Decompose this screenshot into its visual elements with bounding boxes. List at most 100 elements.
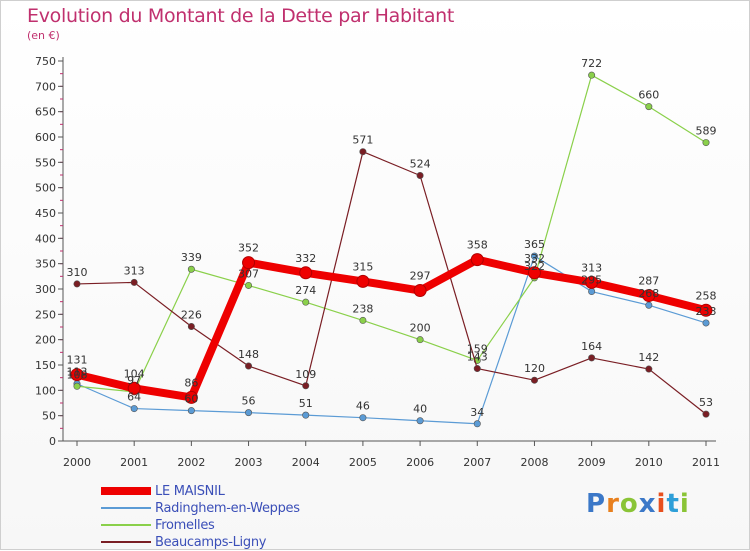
data-label: 332: [524, 252, 545, 265]
series-0: [70, 253, 713, 404]
data-label: 274: [295, 284, 316, 297]
x-tick-label: 2010: [635, 456, 663, 469]
x-tick-label: 2007: [463, 456, 491, 469]
data-label: 226: [181, 308, 202, 321]
series-1: [73, 252, 710, 428]
data-label: 109: [295, 368, 316, 381]
y-tick-label: 50: [42, 410, 56, 423]
series-line: [73, 255, 710, 402]
data-label: 46: [356, 400, 370, 413]
data-point: [245, 409, 253, 417]
data-point: [302, 411, 310, 419]
logo-letter: t: [666, 489, 680, 519]
y-tick-label: 200: [35, 334, 56, 347]
data-point: [359, 316, 367, 324]
series-3: [73, 148, 710, 418]
data-point: [73, 280, 81, 288]
data-point: [130, 405, 138, 413]
y-tick-label: 550: [35, 156, 56, 169]
y-tick-label: 650: [35, 106, 56, 119]
data-label: 322: [524, 260, 545, 273]
series-line: [76, 255, 707, 425]
data-point: [702, 139, 710, 147]
logo-letter: r: [606, 489, 620, 519]
x-tick-label: 2011: [692, 456, 720, 469]
y-tick-label: 0: [49, 435, 56, 448]
legend-item: Beaucamps-Ligny: [101, 534, 361, 551]
logo-letter: x: [638, 489, 657, 519]
data-label: 131: [67, 354, 88, 367]
y-tick-label: 500: [35, 182, 56, 195]
data-point: [473, 420, 481, 428]
data-point: [70, 368, 84, 382]
data-label: 120: [524, 362, 545, 375]
data-label: 310: [67, 266, 88, 279]
legend-label: Beaucamps-Ligny: [155, 535, 267, 550]
data-label: 34: [470, 406, 484, 419]
data-point: [359, 414, 367, 422]
series-line: [76, 74, 707, 393]
legend-swatch: [101, 524, 151, 526]
chart-subtitle: (en €): [27, 29, 60, 42]
data-label: 200: [410, 322, 431, 335]
x-tick-label: 2003: [235, 456, 263, 469]
data-point: [642, 289, 656, 303]
data-label: 56: [242, 395, 256, 408]
data-label: 315: [352, 260, 373, 273]
chart-legend: LE MAISNIL Radinghem-en-Weppes Fromelles Be…: [101, 483, 361, 551]
x-tick-label: 2009: [578, 456, 606, 469]
data-point: [413, 284, 427, 298]
logo-letter: i: [656, 489, 667, 519]
data-point: [245, 281, 253, 289]
y-tick-label: 300: [35, 283, 56, 296]
data-label: 164: [581, 340, 602, 353]
data-point: [359, 148, 367, 156]
data-label: 524: [410, 158, 431, 171]
logo-letter: i: [679, 489, 690, 519]
x-tick-label: 2001: [120, 456, 148, 469]
data-point: [530, 252, 538, 260]
data-label: 53: [699, 396, 713, 409]
logo-letter: P: [586, 489, 607, 519]
data-label: 571: [352, 134, 373, 147]
data-point: [416, 417, 424, 425]
data-point: [73, 382, 81, 390]
chart-title: Evolution du Montant de la Dette par Hab…: [27, 5, 455, 27]
data-point: [645, 365, 653, 373]
data-label: 40: [413, 403, 427, 416]
data-label: 233: [696, 305, 717, 318]
data-point: [356, 274, 370, 288]
data-label: 268: [638, 287, 659, 300]
data-label: 159: [467, 342, 488, 355]
data-point: [530, 376, 538, 384]
data-label: 258: [696, 289, 717, 302]
data-point: [470, 253, 484, 267]
series-line: [76, 151, 707, 415]
y-tick-label: 700: [35, 80, 56, 93]
series-layer: [70, 71, 713, 428]
data-label: 358: [467, 239, 488, 252]
proxiti-logo: Proxiti: [586, 489, 690, 519]
y-tick-label: 150: [35, 359, 56, 372]
data-point: [242, 256, 256, 270]
data-label: 113: [67, 366, 88, 379]
data-point: [702, 410, 710, 418]
data-label: 86: [184, 376, 198, 389]
data-point: [702, 319, 710, 327]
data-point: [187, 407, 195, 415]
data-labels-layer: 113 64 60 56 51 46 40 34 365 295 268 233 108 97 339 307…: [67, 57, 717, 419]
data-label: 722: [581, 57, 602, 70]
legend-label: Radinghem-en-Weppes: [155, 501, 300, 516]
legend-label: Fromelles: [155, 518, 215, 533]
data-point: [302, 382, 310, 390]
x-tick-label: 2004: [292, 456, 320, 469]
x-tick-label: 2008: [520, 456, 548, 469]
data-point: [588, 288, 596, 296]
data-label: 297: [410, 270, 431, 283]
legend-swatch: [101, 541, 151, 543]
legend-item: Fromelles: [101, 517, 361, 534]
data-label: 660: [638, 89, 659, 102]
data-label: 589: [696, 125, 717, 138]
